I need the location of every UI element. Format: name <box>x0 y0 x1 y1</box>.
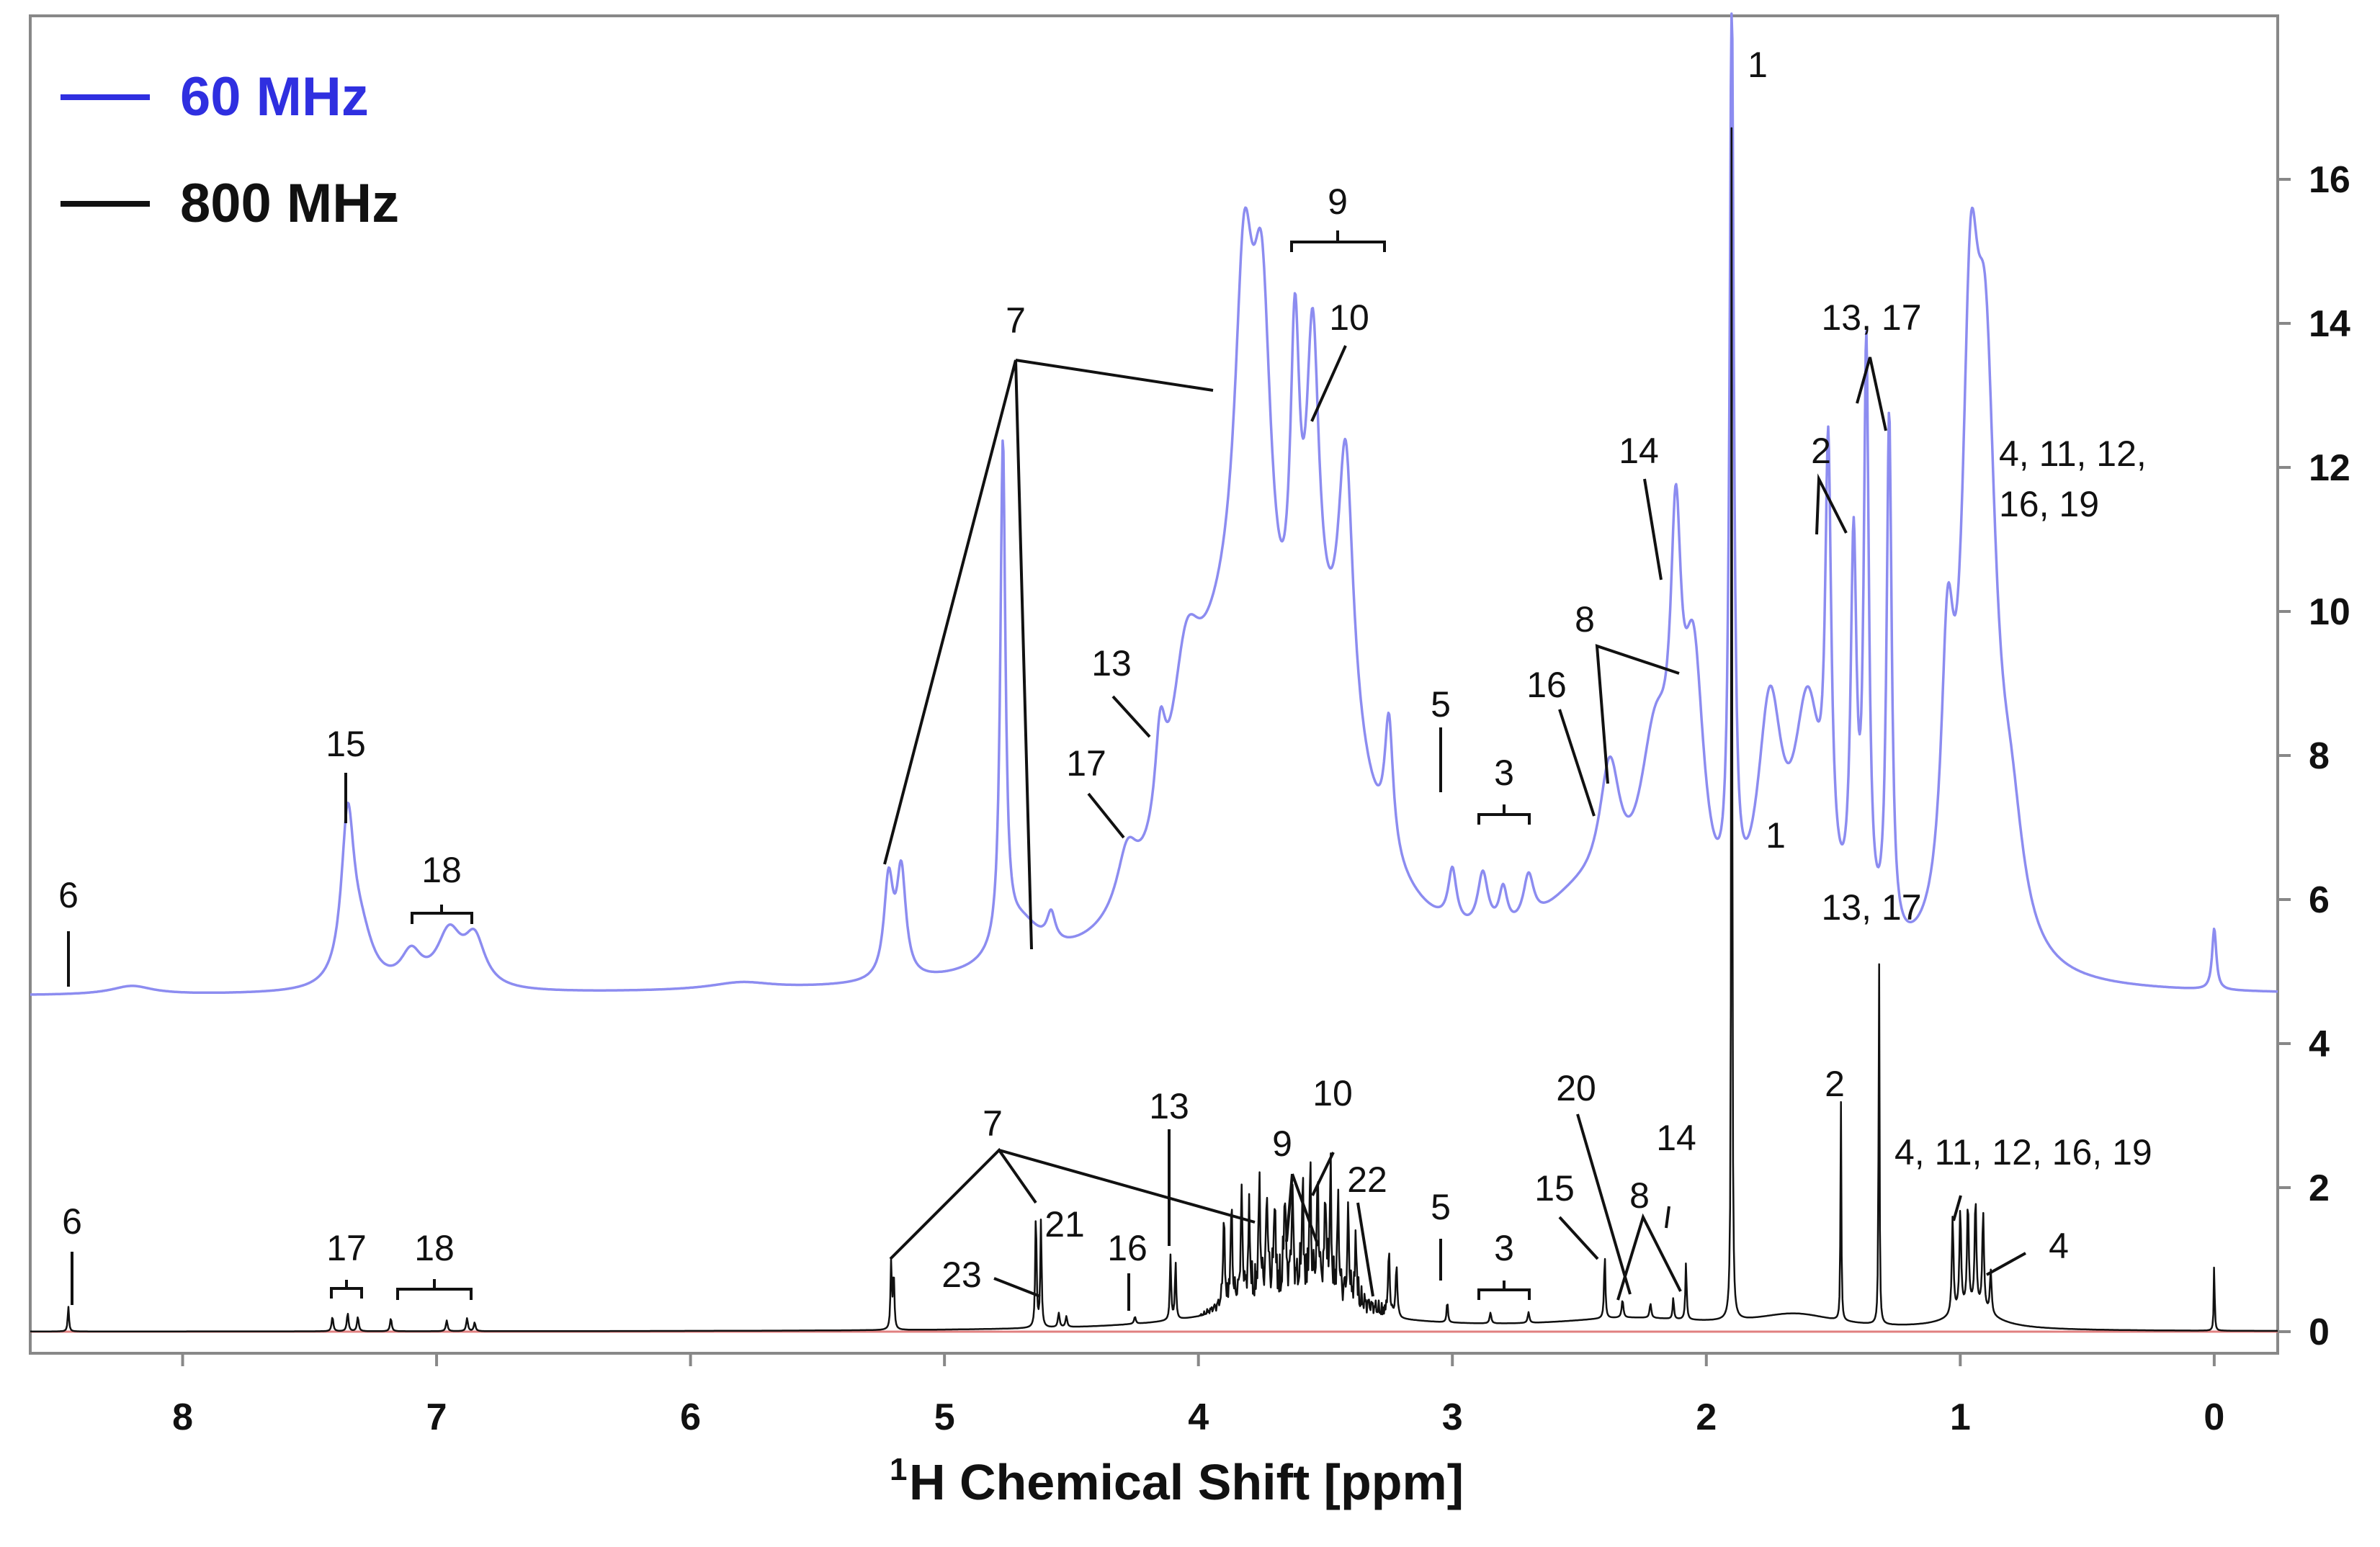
ann-bracket-3-60 <box>1477 804 1531 825</box>
label-4-11-12-60: 4, 11, 12, <box>1999 434 2147 474</box>
ann-line-13-60 <box>1111 695 1151 738</box>
plot-area <box>29 14 2279 1355</box>
label-1-60: 1 <box>1748 45 1768 85</box>
x-tick-label: 2 <box>1696 1396 1717 1438</box>
ann-line-16-60 <box>1558 709 1596 817</box>
ann-line-4-800 <box>1986 1252 2026 1276</box>
spectrum-800mhz-line <box>30 127 2278 1332</box>
label-16-19-60: 16, 19 <box>1999 484 2099 524</box>
ann-bracket-18-60 <box>411 905 473 924</box>
y-axis-ticks: 0 2 4 6 8 10 12 14 16 <box>2278 159 2350 1353</box>
label-20-800: 20 <box>1556 1068 1596 1108</box>
annotation-lines <box>67 230 2026 1311</box>
legend-label-60mhz: 60 MHz <box>180 66 369 127</box>
label-6-800: 6 <box>62 1201 82 1242</box>
legend: 60 MHz 800 MHz <box>61 66 399 234</box>
label-10-60: 10 <box>1329 297 1369 338</box>
ann-lines-13-17-60 <box>1856 357 1887 431</box>
x-tick-label: 0 <box>2204 1396 2224 1438</box>
label-5-60: 5 <box>1431 684 1451 725</box>
label-1-800: 1 <box>1766 815 1786 856</box>
label-9-60: 9 <box>1328 181 1348 222</box>
x-tick-label: 1 <box>1950 1396 1971 1438</box>
label-16-800: 15 <box>1534 1168 1575 1209</box>
ann-lines-7-800 <box>889 1147 1256 1260</box>
ann-line-23-800 <box>993 1277 1041 1298</box>
annotation-labels: 1 6 15 18 7 9 10 13 17 5 3 16 8 14 2 13,… <box>58 45 2152 1295</box>
label-3-800: 3 <box>1494 1228 1514 1268</box>
ann-line-4-11-800 <box>1952 1195 1962 1221</box>
label-7-800: 7 <box>983 1103 1003 1144</box>
ann-line-20-800 <box>1576 1113 1632 1295</box>
ann-line-22-800 <box>1356 1202 1374 1297</box>
label-2-60: 2 <box>1811 431 1831 471</box>
label-14-800: 14 <box>1656 1118 1696 1158</box>
y-tick-label: 0 <box>2309 1311 2330 1353</box>
x-tick-label: 3 <box>1442 1396 1463 1438</box>
label-8-60: 8 <box>1575 599 1595 640</box>
label-9-800: 9 <box>1272 1124 1292 1164</box>
ann-line-10-60 <box>1310 345 1347 422</box>
ann-line-16-800 <box>1558 1216 1599 1260</box>
ann-lines-8-800 <box>1616 1213 1682 1301</box>
label-13-17-60: 13, 17 <box>1821 297 1921 338</box>
y-tick-label: 4 <box>2309 1023 2330 1065</box>
y-tick-label: 16 <box>2309 159 2350 201</box>
label-21-800: 21 <box>1044 1204 1085 1245</box>
y-tick-label: 10 <box>2309 591 2350 633</box>
label-4-800: 4 <box>2049 1226 2069 1266</box>
label-17-60: 17 <box>1066 743 1106 784</box>
legend-label-800mhz: 800 MHz <box>180 173 399 234</box>
ann-line-10-800 <box>1311 1152 1335 1196</box>
ann-bracket-18-800 <box>396 1279 473 1300</box>
label-17-800: 16 <box>1107 1228 1148 1268</box>
ann-line-14-800 <box>1665 1206 1670 1229</box>
x-tick-label: 8 <box>172 1396 193 1438</box>
x-tick-label: 7 <box>426 1396 447 1438</box>
x-axis-label-superscript: 1 <box>890 1452 907 1487</box>
x-tick-label: 4 <box>1188 1396 1209 1438</box>
label-7-60: 7 <box>1006 300 1026 341</box>
ann-line-14-60 <box>1643 478 1663 580</box>
ann-lines-7-60 <box>883 359 1214 950</box>
y-tick-label: 6 <box>2309 879 2330 921</box>
label-22-800: 22 <box>1347 1160 1387 1200</box>
label-3-60: 3 <box>1494 753 1514 793</box>
ann-bracket-15-800 <box>330 1280 363 1299</box>
ann-bracket-3-800 <box>1477 1281 1531 1300</box>
y-tick-label: 12 <box>2309 447 2350 489</box>
ann-lines-8-60 <box>1595 644 1680 784</box>
ann-lines-9-800 <box>1285 1173 1320 1247</box>
label-13-800: 13 <box>1149 1086 1189 1126</box>
label-18-60: 18 <box>421 850 462 890</box>
label-6-60: 6 <box>58 875 79 915</box>
x-tick-label: 5 <box>934 1396 955 1438</box>
x-axis-label-text: H Chemical Shift [ppm] <box>909 1454 1464 1510</box>
ann-lines-2-60 <box>1815 473 1848 535</box>
y-tick-label: 14 <box>2309 303 2350 345</box>
label-16-60: 16 <box>1526 665 1567 705</box>
label-13-60: 13 <box>1091 643 1132 683</box>
x-tick-label: 6 <box>680 1396 701 1438</box>
label-15-60: 15 <box>326 724 366 764</box>
y-tick-label: 8 <box>2309 735 2330 777</box>
ann-line-17-60 <box>1087 792 1125 839</box>
label-15-800: 17 <box>326 1228 367 1268</box>
label-10-800: 10 <box>1312 1073 1353 1113</box>
x-axis-label: 1 H Chemical Shift [ppm] <box>890 1452 1464 1510</box>
label-2-800: 2 <box>1825 1064 1845 1104</box>
ann-bracket-9-60 <box>1290 230 1386 252</box>
x-axis-ticks: 8 7 6 5 4 3 2 1 0 <box>172 1353 2224 1438</box>
spectrum-60mhz-line <box>30 12 2278 996</box>
label-23-800: 23 <box>941 1255 982 1295</box>
label-8-800: 8 <box>1629 1175 1650 1216</box>
label-14-60: 14 <box>1619 431 1659 471</box>
label-13-17-800: 13, 17 <box>1821 887 1921 928</box>
label-4-11-12-16-19-800: 4, 11, 12, 16, 19 <box>1894 1132 2152 1172</box>
label-5-800: 5 <box>1431 1187 1451 1227</box>
label-18-800: 18 <box>414 1228 455 1268</box>
y-tick-label: 2 <box>2309 1167 2330 1209</box>
